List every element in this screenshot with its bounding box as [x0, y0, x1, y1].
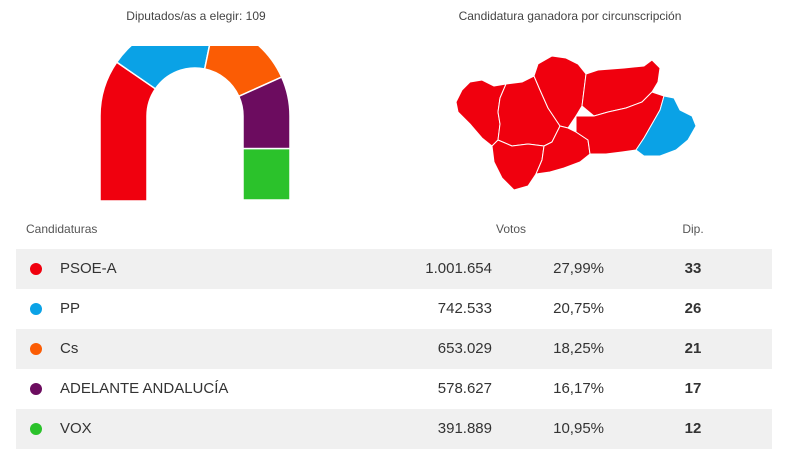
party-seats: 21 — [684, 340, 702, 357]
table-row: VOX 391.889 10,95% 12 — [16, 409, 772, 449]
party-percentage: 18,25% — [553, 340, 604, 357]
party-color-dot — [30, 263, 42, 275]
province-cadiz — [491, 139, 545, 191]
table-row: Cs 653.029 18,25% 21 — [16, 329, 772, 369]
party-votes: 578.627 — [437, 380, 492, 397]
party-seats: 26 — [684, 300, 702, 317]
header-candidaturas: Candidaturas — [26, 222, 98, 236]
party-percentage: 10,95% — [553, 420, 604, 437]
header-votos: Votos — [495, 222, 527, 236]
party-color-dot — [30, 383, 42, 395]
party-seats: 33 — [684, 260, 702, 277]
party-color-dot — [30, 423, 42, 435]
map-title: Candidatura ganadora por circunscripción — [458, 9, 682, 23]
results-table-header: Candidaturas Votos Dip. — [16, 222, 772, 242]
party-name: PP — [60, 300, 81, 317]
table-row: ADELANTE ANDALUCÍA 578.627 16,17% 17 — [16, 369, 772, 409]
party-name: PSOE-A — [60, 260, 117, 277]
party-color-dot — [30, 303, 42, 315]
province-almeria — [635, 95, 697, 157]
party-votes: 742.533 — [437, 300, 492, 317]
seat-segment-pp — [115, 46, 211, 90]
party-percentage: 20,75% — [553, 300, 604, 317]
party-votes: 391.889 — [437, 420, 492, 437]
party-votes: 653.029 — [437, 340, 492, 357]
party-percentage: 27,99% — [553, 260, 604, 277]
party-color-dot — [30, 343, 42, 355]
party-seats: 12 — [684, 420, 702, 437]
table-row: PP 742.533 20,75% 26 — [16, 289, 772, 329]
party-name: Cs — [60, 340, 79, 357]
parliament-chart — [99, 46, 291, 202]
parliament-chart-title: Diputados/as a elegir: 109 — [126, 9, 266, 23]
results-table: PSOE-A 1.001.654 27,99% 33 PP 742.533 20… — [16, 249, 772, 449]
andalusia-map — [455, 55, 697, 191]
party-seats: 17 — [684, 380, 702, 397]
party-name: ADELANTE ANDALUCÍA — [60, 380, 229, 397]
party-name: VOX — [60, 420, 92, 437]
party-votes: 1.001.654 — [425, 260, 492, 277]
header-dip: Dip. — [682, 222, 704, 236]
table-row: PSOE-A 1.001.654 27,99% 33 — [16, 249, 772, 289]
party-percentage: 16,17% — [553, 380, 604, 397]
seat-segment-vox — [242, 147, 291, 201]
